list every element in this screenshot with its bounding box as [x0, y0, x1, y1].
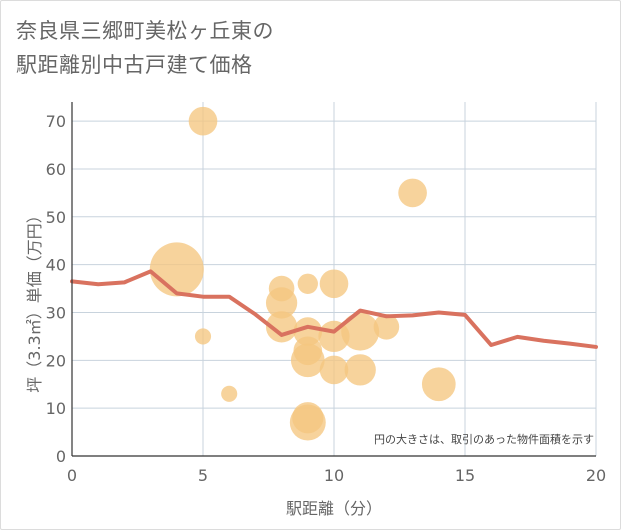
bubble-point: [344, 354, 376, 386]
bubble-point: [265, 287, 298, 319]
y-axis-label: 坪（3.3㎡）単価（万円）: [25, 207, 44, 392]
bubble-point: [265, 311, 298, 343]
x-tick-label: 15: [455, 466, 475, 485]
bubble-point: [319, 269, 349, 299]
trend-line: [70, 269, 598, 349]
y-tick-label: 0: [56, 447, 66, 466]
y-tick-label: 30: [46, 303, 66, 322]
x-axis-label: 駅距離（分）: [286, 499, 382, 518]
y-tick-label: 60: [46, 160, 66, 179]
chart-title: 奈良県三郷町美松ヶ丘東の 駅距離別中古戸建て価格: [16, 14, 274, 82]
bubble-point: [149, 242, 204, 297]
trend-line-group: [70, 269, 598, 349]
bubbles: [149, 106, 456, 441]
x-tick-label: 0: [67, 466, 77, 485]
bubble-point: [194, 328, 212, 345]
bubble-point: [297, 273, 318, 294]
bubble-point: [341, 312, 380, 351]
y-tick-label: 10: [46, 399, 66, 418]
size-annotation: 円の大きさは、取引のあった物件面積を示す: [374, 432, 594, 446]
bubble-point: [421, 367, 456, 402]
bubble-point: [290, 343, 325, 378]
y-tick-label: 50: [46, 208, 66, 227]
y-tick-label: 20: [46, 351, 66, 370]
bubble-point: [221, 385, 238, 402]
bubble-point: [319, 355, 349, 385]
y-tick-label: 70: [46, 112, 66, 131]
y-tick-label: 40: [46, 256, 66, 275]
chart-title-line-1: 奈良県三郷町美松ヶ丘東の: [16, 19, 274, 43]
x-tick-label: 5: [198, 466, 208, 485]
bubble-point: [398, 178, 427, 208]
x-tick-label: 10: [324, 466, 344, 485]
bubble-point: [289, 404, 326, 441]
axes: [71, 102, 596, 457]
chart-title-line-2: 駅距離別中古戸建て価格: [16, 53, 253, 77]
tick-labels: 0 10 20 30 40 50 60 70 0 5 10 15 20: [46, 112, 607, 485]
x-tick-label: 20: [586, 466, 606, 485]
bubble-point: [188, 106, 218, 136]
bubble-point: [373, 314, 400, 340]
